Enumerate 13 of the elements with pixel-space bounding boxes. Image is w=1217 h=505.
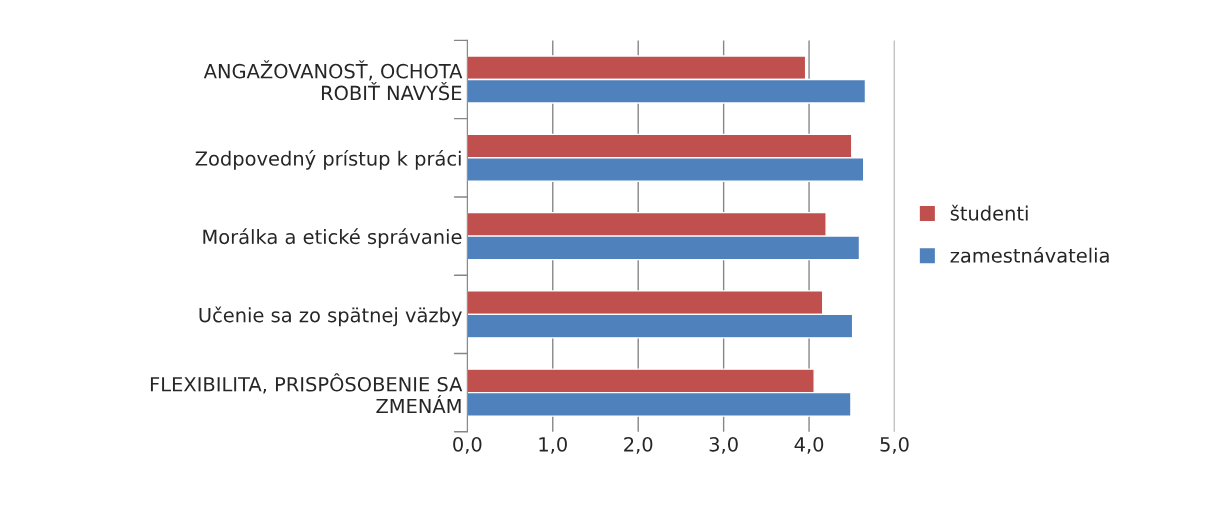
y-tick-label: Zodpovedný prístup k práci bbox=[195, 150, 461, 170]
legend-label: študenti bbox=[950, 204, 1028, 221]
y-tick-label: Morálka a etické správanie bbox=[203, 228, 462, 248]
x-tick-label: 2,0 bbox=[624, 436, 653, 454]
x-tick-label: 0,0 bbox=[453, 436, 482, 454]
y-tick-label: Učenie sa zo spätnej väzby bbox=[199, 306, 462, 327]
x-tick-label: 5,0 bbox=[880, 436, 909, 454]
x-tick-label: 3,0 bbox=[709, 436, 738, 454]
legend-label: zamestnávatelia bbox=[950, 246, 1109, 263]
x-tick-label: 1,0 bbox=[539, 436, 567, 454]
x-tick-label: 4,0 bbox=[794, 436, 824, 454]
y-tick-label: FLEXIBILITA, PRISPÔSOBENIE SA ZMENÁM bbox=[150, 373, 463, 414]
y-tick-label: ANGAŽOVANOSŤ, OCHOTA ROBIŤ NAVYŠE bbox=[203, 60, 463, 101]
